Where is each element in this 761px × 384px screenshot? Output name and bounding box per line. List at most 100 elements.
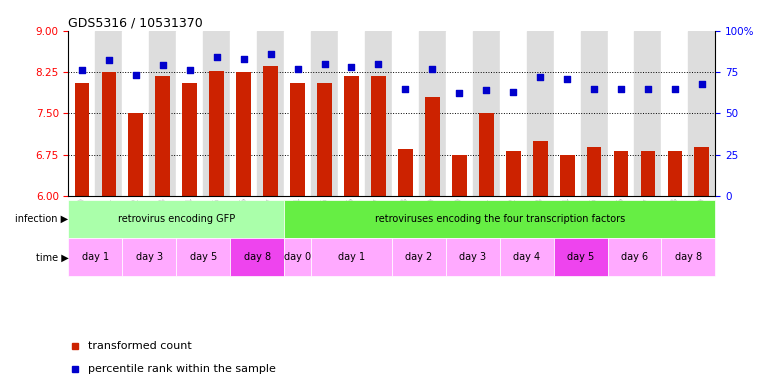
Point — [130, 72, 142, 78]
Text: day 5: day 5 — [189, 252, 217, 262]
Bar — [587, 147, 601, 196]
Text: retroviruses encoding the four transcription factors: retroviruses encoding the four transcrip… — [374, 214, 625, 224]
Bar — [230, 238, 284, 276]
Text: day 1: day 1 — [82, 252, 109, 262]
Point — [237, 56, 250, 62]
Bar — [607, 238, 661, 276]
Bar — [419, 31, 446, 196]
Text: day 1: day 1 — [338, 252, 365, 262]
Bar — [392, 31, 419, 196]
Bar — [689, 31, 715, 196]
Text: day 3: day 3 — [135, 252, 163, 262]
Bar — [338, 31, 365, 196]
Bar — [635, 31, 661, 196]
Point — [669, 86, 681, 92]
Bar — [149, 31, 177, 196]
Bar — [452, 155, 466, 196]
Bar — [554, 238, 607, 276]
Bar — [695, 147, 709, 196]
Bar — [607, 31, 635, 196]
Text: time ▶: time ▶ — [36, 252, 68, 262]
Text: day 0: day 0 — [284, 252, 311, 262]
Bar — [203, 31, 230, 196]
Bar — [155, 76, 170, 196]
Text: day 8: day 8 — [675, 252, 702, 262]
Point — [211, 54, 223, 60]
Bar — [500, 31, 527, 196]
Point — [480, 87, 492, 93]
Bar — [641, 151, 655, 196]
Text: day 8: day 8 — [244, 252, 271, 262]
Bar — [177, 31, 203, 196]
Point — [157, 62, 169, 68]
Bar — [392, 238, 446, 276]
Bar — [75, 83, 89, 196]
Bar — [257, 31, 284, 196]
Text: GDS5316 / 10531370: GDS5316 / 10531370 — [68, 17, 203, 30]
Bar — [263, 66, 278, 196]
Text: day 6: day 6 — [621, 252, 648, 262]
Text: day 5: day 5 — [567, 252, 594, 262]
Bar — [290, 83, 305, 196]
Text: infection ▶: infection ▶ — [15, 214, 68, 224]
Bar — [209, 71, 224, 196]
Point — [426, 66, 438, 72]
Text: percentile rank within the sample: percentile rank within the sample — [88, 364, 275, 374]
Bar — [667, 151, 683, 196]
Bar — [559, 155, 575, 196]
Bar — [506, 151, 521, 196]
Bar — [446, 238, 500, 276]
Bar — [317, 83, 332, 196]
Bar — [613, 151, 629, 196]
Bar — [398, 149, 412, 196]
Bar — [554, 31, 581, 196]
Bar — [236, 72, 251, 196]
Bar — [101, 72, 116, 196]
Bar — [177, 238, 230, 276]
Bar — [230, 31, 257, 196]
Bar — [473, 31, 500, 196]
Point — [507, 89, 519, 95]
Bar — [446, 31, 473, 196]
Point — [183, 67, 196, 73]
Bar — [500, 238, 554, 276]
Point — [615, 86, 627, 92]
Bar — [527, 31, 554, 196]
Bar — [68, 31, 95, 196]
Point — [318, 61, 330, 67]
Bar — [661, 31, 689, 196]
Point — [534, 74, 546, 80]
Bar — [284, 31, 311, 196]
Point — [588, 86, 600, 92]
Point — [345, 64, 358, 70]
Bar — [581, 31, 607, 196]
Bar — [129, 113, 143, 196]
Bar — [95, 31, 123, 196]
Bar — [123, 31, 149, 196]
Point — [696, 81, 708, 87]
Bar — [123, 238, 177, 276]
Point — [642, 86, 654, 92]
Text: day 4: day 4 — [513, 252, 540, 262]
Text: transformed count: transformed count — [88, 341, 192, 351]
Point — [265, 51, 277, 57]
Point — [454, 90, 466, 96]
Bar — [284, 200, 715, 238]
Text: retrovirus encoding GFP: retrovirus encoding GFP — [118, 214, 235, 224]
Point — [372, 61, 384, 67]
Bar — [661, 238, 715, 276]
Bar — [311, 31, 338, 196]
Bar — [344, 76, 359, 196]
Bar — [365, 31, 392, 196]
Bar — [425, 97, 440, 196]
Point — [400, 86, 412, 92]
Point — [561, 76, 573, 82]
Bar — [533, 141, 548, 196]
Bar — [68, 238, 123, 276]
Text: day 3: day 3 — [459, 252, 486, 262]
Bar — [371, 76, 386, 196]
Bar — [479, 113, 494, 196]
Point — [291, 66, 304, 72]
Text: day 2: day 2 — [406, 252, 432, 262]
Point — [103, 57, 115, 63]
